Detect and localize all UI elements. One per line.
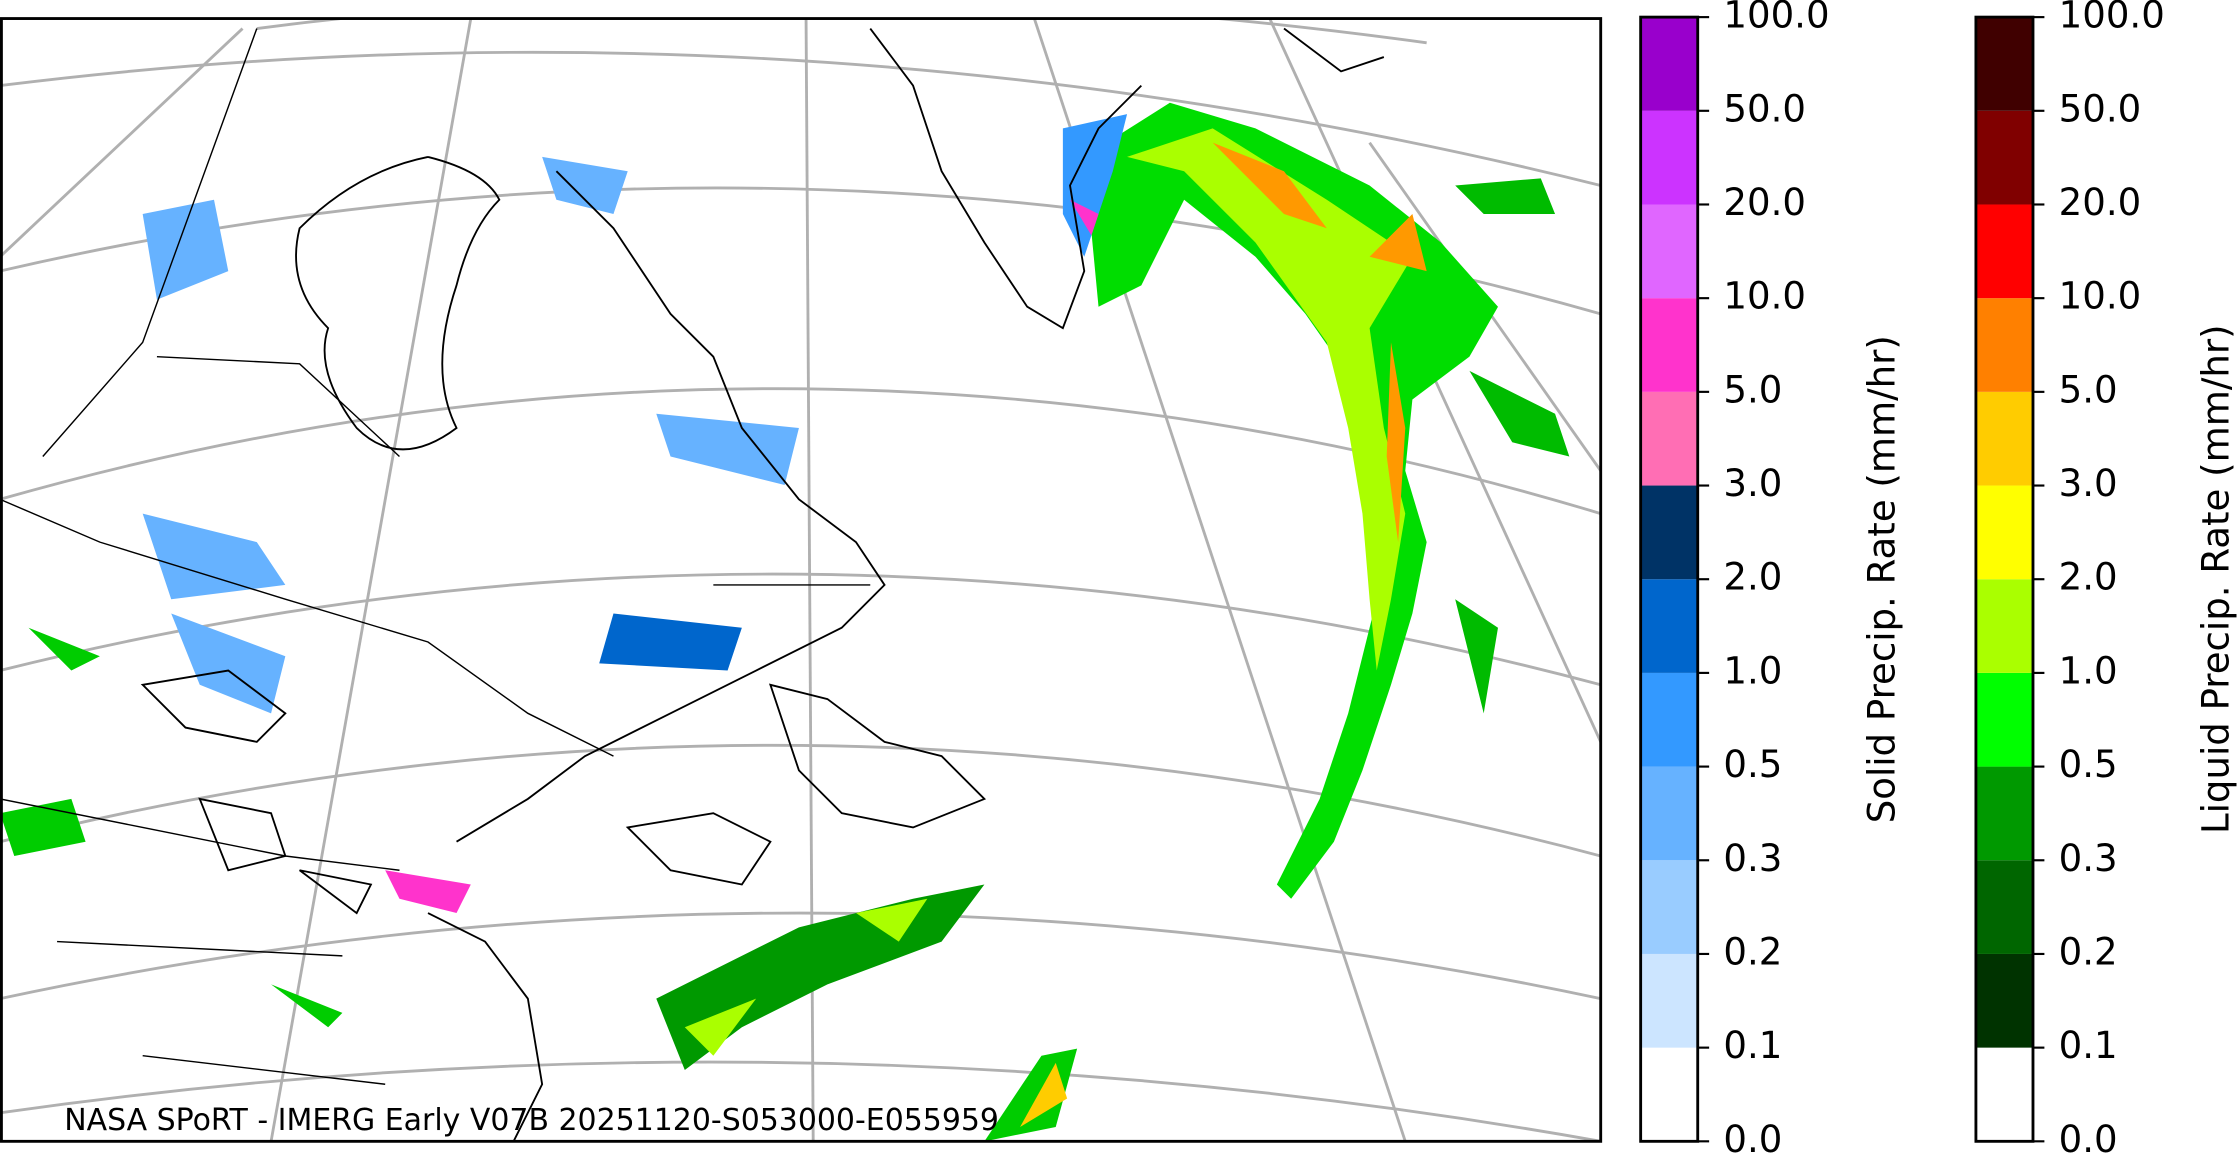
colorbar-bin [1640,391,1698,486]
colorbar: 0.0 0.1 0.2 0.3 0.5 1.0 2.0 3.0 5.0 10.0 20.0 50.0 1… [1974,0,2237,1161]
colorbar-bin [1975,579,2033,673]
colorbar-bin [1975,298,2033,392]
map-frame [0,17,1603,1143]
colorbar-label: Liquid Precip. Rate (mm/hr) [2194,324,2237,834]
colorbar-bin [1975,485,2033,580]
colorbar-bin [1640,298,1698,392]
colorbar-bin [1640,204,1698,299]
tick-label: 50.0 [1723,87,1806,130]
tick-label: 20.0 [1723,181,1806,224]
colorbar: 0.0 0.1 0.2 0.3 0.5 1.0 2.0 3.0 5.0 10.0 20.0 50.0 1… [1639,0,1904,1161]
tick-label: 0.1 [2059,1024,2118,1067]
tick-label: 20.0 [2059,181,2142,224]
colorbar-bin [1975,672,2033,767]
tick-label: 0.5 [1723,743,1782,786]
tick-label: 100.0 [2059,0,2165,37]
colorbar-bin [1975,391,2033,486]
tick-label: 2.0 [1723,556,1782,599]
colorbar-label: Solid Precip. Rate (mm/hr) [1861,335,1904,823]
colorbar-bin [1975,766,2033,861]
map-content [1,18,1601,1142]
colorbar-bin [1640,953,1698,1048]
tick-label: 3.0 [1723,462,1782,505]
colorbar-bin [1975,204,2033,299]
precipitation [1,102,1570,1142]
tick-label: 50.0 [2059,87,2142,130]
tick-label: 10.0 [1723,275,1806,318]
colorbar-bin [1640,1047,1698,1142]
credit: NASA SPoRT - IMERG Early V07B 20251120-S… [64,1103,999,1138]
colorbar-bin [1975,1047,2033,1142]
colorbar-bin [1640,860,1698,954]
colorbar-bin [1975,17,2033,111]
tick-label: 0.2 [1723,930,1782,973]
colorbar-bin [1975,860,2033,954]
tick-label: 2.0 [2059,556,2118,599]
tick-label: 0.0 [1723,1118,1782,1161]
colorbar-bin [1640,766,1698,861]
tick-label: 0.3 [1723,837,1782,880]
tick-label: 1.0 [2059,649,2118,692]
colorbar-bin [1975,110,2033,205]
borders [1,28,871,1085]
tick-label: 0.2 [2059,930,2118,973]
tick-label: 0.0 [2059,1118,2118,1161]
tick-label: 0.3 [2059,837,2118,880]
tick-label: 10.0 [2059,275,2142,318]
map: NASA SPoRT - IMERG Early V07B 20251120-S… [0,17,1603,1143]
colorbar-bin [1640,579,1698,673]
colorbar-bin [1640,672,1698,767]
tick-label: 5.0 [2059,368,2118,411]
tick-label: 0.1 [1723,1024,1782,1067]
tick-label: 3.0 [2059,462,2118,505]
tick-label: 1.0 [1723,649,1782,692]
tick-label: 5.0 [1723,368,1782,411]
colorbar-bin [1975,953,2033,1048]
colorbar-bin [1640,17,1698,111]
tick-label: 0.5 [2059,743,2118,786]
colorbar-bin [1640,110,1698,205]
colorbar-bin [1640,485,1698,580]
tick-label: 100.0 [1723,0,1829,37]
